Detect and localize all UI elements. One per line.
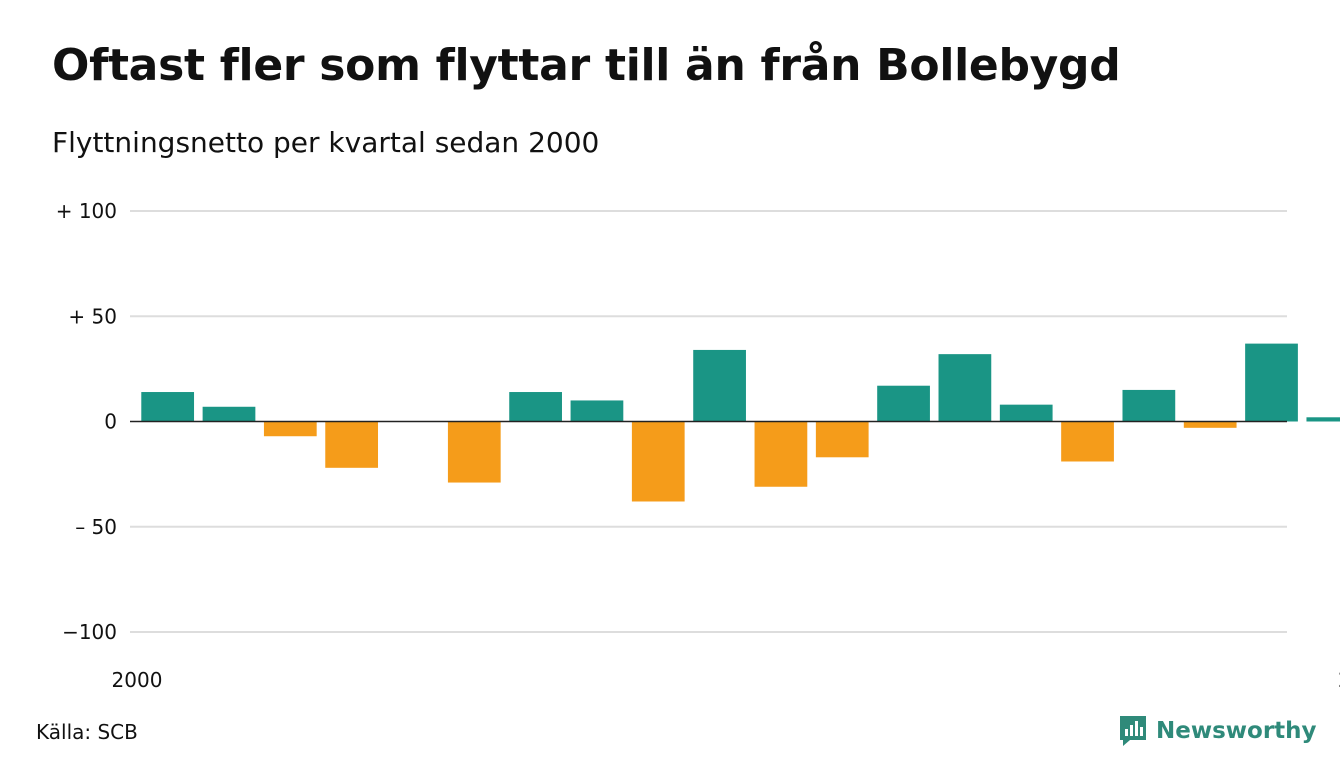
brand-name: Newsworthy xyxy=(1156,718,1317,744)
x-tick-label: 2005 xyxy=(1338,668,1340,692)
bar-negative xyxy=(754,421,808,487)
chart-subtitle: Flyttningsnetto per kvartal sedan 2000 xyxy=(52,126,600,159)
chart-title: Oftast fler som flyttar till än från Bol… xyxy=(52,40,1121,91)
bar-negative xyxy=(447,421,501,483)
net-migration-bar-chart: + 100+ 500– 50−10020002005201020152020 xyxy=(56,199,1340,692)
bar-positive xyxy=(999,404,1053,422)
bar-positive xyxy=(693,349,746,422)
bar-positive xyxy=(202,406,256,422)
bar-negative xyxy=(1183,421,1237,428)
y-tick-label: – 50 xyxy=(75,515,117,539)
bar-negative xyxy=(263,421,317,437)
bar-positive xyxy=(1122,389,1176,422)
bar-positive xyxy=(570,400,624,422)
bar-negative xyxy=(815,421,869,458)
newsworthy-chart-icon xyxy=(1120,716,1146,746)
bar-positive xyxy=(141,392,195,422)
y-tick-label: −100 xyxy=(62,620,117,644)
bar-negative xyxy=(631,421,685,502)
y-tick-label: + 100 xyxy=(56,199,117,223)
bar-positive xyxy=(1245,343,1298,422)
y-tick-label: + 50 xyxy=(68,304,117,328)
bar-positive xyxy=(1306,417,1340,422)
bar-positive xyxy=(938,354,992,422)
bar-positive xyxy=(877,385,930,422)
newsworthy-logo: Newsworthy xyxy=(1118,714,1317,748)
y-tick-label: 0 xyxy=(104,410,117,434)
bar-positive xyxy=(509,392,562,422)
bar-negative xyxy=(1061,421,1114,462)
bar-negative xyxy=(325,421,379,468)
x-tick-label: 2000 xyxy=(112,668,163,692)
source-note: Källa: SCB xyxy=(36,720,138,744)
